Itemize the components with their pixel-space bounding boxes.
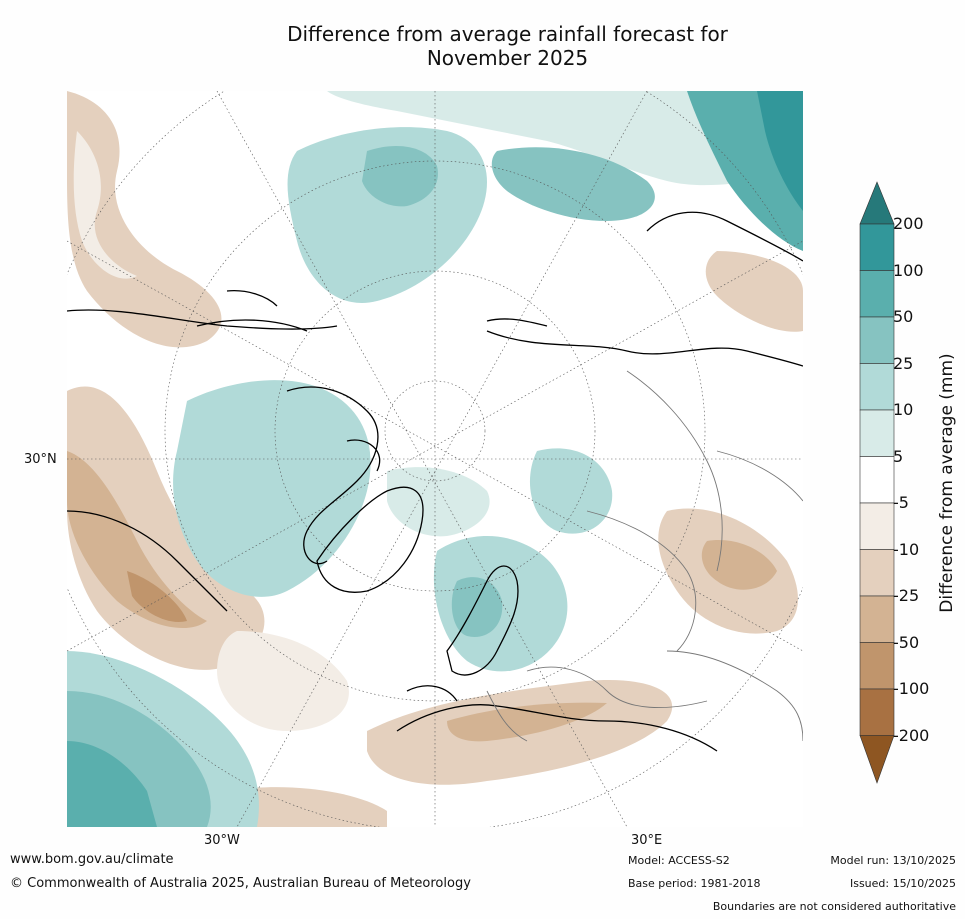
colorbar-tick-label: 5	[893, 446, 904, 466]
coast-siberia	[486, 318, 803, 367]
colorbar-title: Difference from average (mm)	[937, 353, 957, 613]
colorbar-tick-label: 50	[893, 307, 914, 326]
wet-region-north-atlantic-core	[67, 741, 157, 827]
colorbar-cell	[859, 363, 895, 411]
coast-alaska	[196, 290, 308, 332]
footer-disclaimer: Boundaries are not considered authoritat…	[712, 900, 956, 913]
dry-region-us-center	[127, 571, 187, 622]
colorbar-cell	[859, 688, 895, 736]
forecast-map[interactable]	[67, 91, 803, 827]
colorbar-tick-label: -50	[893, 632, 920, 652]
wet-region-bering	[327, 91, 803, 186]
coast-kamchatka	[646, 211, 803, 262]
dry-region-south-atlantic	[217, 787, 387, 827]
colorbar-tick-label: -25	[893, 586, 920, 605]
dry-region-mediterranean-core	[447, 702, 607, 742]
colorbar-tick-label: 10	[893, 400, 914, 419]
longitude-label-30e: 30°E	[631, 833, 663, 848]
colorbar-cell	[859, 549, 895, 597]
title-line-2: November 2025	[426, 46, 589, 70]
map-canvas	[67, 91, 803, 827]
footer-model: Model: ACCESS-S2	[628, 854, 730, 867]
colorbar-cell	[859, 456, 895, 504]
dry-region-us-core	[67, 451, 207, 629]
latitude-label-30n: 30°N	[24, 452, 57, 467]
wet-region-greenland-sea	[387, 467, 490, 537]
colorbar-tick-label: -100	[893, 679, 930, 698]
colorbar-cell	[859, 409, 895, 457]
wet-anomaly-regions	[67, 91, 803, 827]
dry-region-pacific-inner	[73, 131, 137, 279]
coast-greenland	[316, 486, 424, 593]
colorbar-tick-label: -200	[893, 725, 930, 745]
coastlines	[67, 211, 803, 752]
title-line-1: Difference from average rainfall forecas…	[287, 22, 728, 46]
coast-canadian-arctic	[286, 386, 381, 565]
wet-region-canada	[173, 380, 371, 597]
colorbar-tick-label: 25	[893, 353, 914, 373]
footer-copyright: © Commonwealth of Australia 2025, Austra…	[10, 876, 471, 891]
graticule	[67, 91, 803, 827]
footer-issued: Issued: 15/10/2025	[849, 877, 956, 890]
colorbar-cell	[859, 595, 895, 643]
colorbar-cell	[859, 502, 895, 550]
dry-region-atlantic-south	[217, 631, 349, 731]
colorbar-cell	[859, 316, 895, 364]
colorbar-cell	[859, 270, 895, 318]
coast-europe	[396, 685, 718, 752]
colorbar-tick-label: -10	[893, 539, 920, 559]
coast-scandinavia	[446, 565, 519, 676]
coast-north-america	[67, 309, 338, 612]
colorbar-cell	[859, 642, 895, 690]
colorbar	[859, 181, 895, 784]
wet-region-arctic-pacific-core	[362, 146, 438, 207]
colorbar-cell	[859, 223, 895, 271]
country-borders	[486, 370, 803, 742]
footer-model-run: Model run: 13/10/2025	[830, 854, 956, 867]
footer-base-period: Base period: 1981-2018	[628, 877, 761, 890]
wet-region-north-pacific	[491, 147, 655, 221]
colorbar-tick-label: -5	[893, 493, 909, 512]
colorbar-extend-under	[859, 735, 895, 784]
wet-region-norway-core	[451, 577, 503, 637]
colorbar-extend-over	[859, 181, 895, 225]
wet-region-okhotsk-core	[757, 91, 803, 211]
longitude-label-30w: 30°W	[204, 833, 240, 848]
dry-region-east-siberia	[705, 251, 803, 332]
chart-title: Difference from average rainfall forecas…	[200, 22, 815, 70]
dry-region-pacific	[67, 91, 222, 348]
colorbar-tick-label: 100	[893, 260, 924, 280]
footer-website[interactable]: www.bom.gov.au/climate	[10, 852, 174, 867]
colorbar-tick-label: 200	[893, 214, 924, 233]
